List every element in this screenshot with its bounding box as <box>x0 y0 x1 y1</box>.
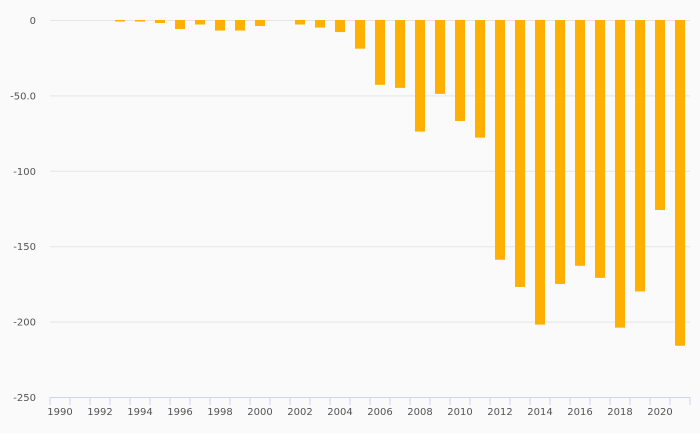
grid-lines <box>50 20 690 323</box>
x-tick-label: 1996 <box>167 407 192 418</box>
y-tick-label: 0 <box>30 16 36 27</box>
bars <box>115 20 685 346</box>
y-axis-labels: 0 -50.0 -100 -150 -200 -250 <box>10 16 36 404</box>
x-tick-label: 2018 <box>607 407 632 418</box>
bar <box>655 20 665 211</box>
x-tick-label: 2000 <box>247 407 272 418</box>
bar <box>235 20 245 31</box>
x-tick-label: 1998 <box>207 407 232 418</box>
x-tick-label: 2016 <box>567 407 592 418</box>
x-tick-label: 2010 <box>447 407 472 418</box>
x-tick-label: 1992 <box>87 407 112 418</box>
bar <box>355 20 365 49</box>
bar <box>135 20 145 22</box>
bar <box>315 20 325 28</box>
bar <box>195 20 205 25</box>
x-axis-ticks <box>49 397 691 405</box>
bar <box>415 20 425 132</box>
y-tick-label: -50.0 <box>10 91 36 102</box>
x-tick-label: 2014 <box>527 407 552 418</box>
y-tick-label: -100 <box>13 167 36 178</box>
bar <box>475 20 485 138</box>
x-tick-label: 1994 <box>127 407 152 418</box>
bar <box>155 20 165 24</box>
bar <box>375 20 385 85</box>
bar <box>115 20 125 22</box>
x-axis-labels: 1990 1992 1994 1996 1998 2000 2002 2004 2006 2008… <box>47 407 672 418</box>
bar <box>675 20 685 346</box>
bar <box>575 20 585 266</box>
bar <box>395 20 405 88</box>
bar <box>335 20 345 33</box>
y-tick-label: -150 <box>13 242 36 253</box>
bar <box>295 20 305 25</box>
x-tick-label: 2020 <box>647 407 672 418</box>
bar <box>535 20 545 325</box>
bar <box>515 20 525 287</box>
bar <box>595 20 605 278</box>
bar <box>215 20 225 31</box>
bar <box>615 20 625 328</box>
bar <box>495 20 505 260</box>
bar <box>635 20 645 292</box>
x-tick-label: 2004 <box>327 407 352 418</box>
x-tick-label: 2008 <box>407 407 432 418</box>
x-tick-label: 2006 <box>367 407 392 418</box>
x-tick-label: 1990 <box>47 407 72 418</box>
bar <box>255 20 265 27</box>
bar <box>175 20 185 30</box>
bar <box>455 20 465 122</box>
bar <box>435 20 445 94</box>
x-tick-label: 2012 <box>487 407 512 418</box>
y-tick-label: -200 <box>13 318 36 329</box>
bar <box>555 20 565 284</box>
x-tick-label: 2002 <box>287 407 312 418</box>
y-tick-label: -250 <box>13 393 36 404</box>
